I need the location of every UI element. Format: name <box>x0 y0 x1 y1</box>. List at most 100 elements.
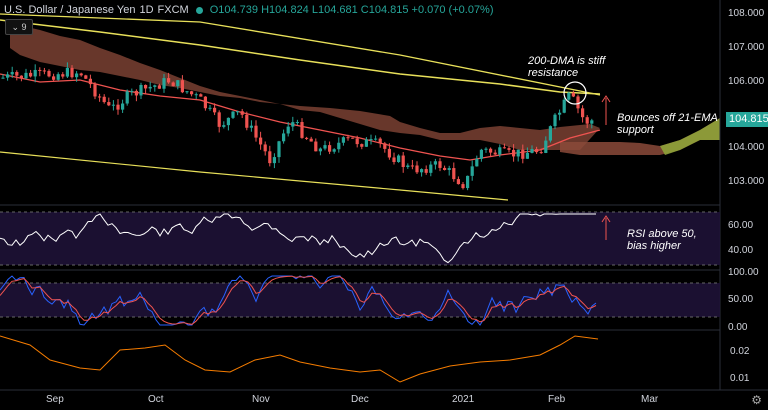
price-pane <box>0 13 720 201</box>
candle-body <box>309 138 313 142</box>
price-axis-label: 103.000 <box>728 176 765 187</box>
stoch-axis-label: 0.00 <box>728 322 748 333</box>
candle-body <box>512 149 516 157</box>
candle-body <box>282 133 286 142</box>
candle-body <box>19 75 23 79</box>
candle-body <box>240 111 244 115</box>
price-axis-label: 107.000 <box>728 42 765 53</box>
candle-body <box>199 94 203 97</box>
candle-body <box>33 69 37 77</box>
candle-body <box>502 147 506 149</box>
annotation-rsi: RSI above 50, bias higher <box>627 228 697 252</box>
candle-body <box>562 99 566 113</box>
price-axis-label: 108.000 <box>728 8 765 19</box>
candle-body <box>470 166 474 176</box>
price-axis-label: 104.000 <box>728 142 765 153</box>
stoch-d-line <box>0 275 597 325</box>
channel-upper-line <box>0 13 601 96</box>
gear-icon[interactable]: ⚙ <box>751 393 762 407</box>
candle-body <box>498 147 502 155</box>
candle-body <box>406 165 410 168</box>
candle-body <box>493 152 497 155</box>
candle-body <box>433 161 437 165</box>
candle-body <box>535 149 539 153</box>
candle-body <box>415 165 419 173</box>
candle-body <box>461 184 465 189</box>
candle-body <box>360 144 364 147</box>
time-axis-label: Oct <box>148 394 164 405</box>
indicators-toggle-button[interactable]: ⌄ 9 <box>5 19 33 35</box>
ichimoku-cloud-bull <box>660 118 720 155</box>
symbol-name[interactable]: U.S. Dollar / Japanese Yen <box>4 4 136 16</box>
candle-body <box>217 112 221 127</box>
candle-body <box>323 145 327 149</box>
candle-body <box>475 158 479 167</box>
candle-body <box>277 141 281 158</box>
channel-lower-line <box>0 151 509 201</box>
candle-body <box>272 157 276 164</box>
candle-body <box>93 84 97 97</box>
candle-body <box>581 108 585 118</box>
candle-body <box>300 122 304 138</box>
arrow-up-price-head <box>601 95 611 103</box>
candle-body <box>374 138 378 140</box>
candle-body <box>383 143 387 149</box>
candle-body <box>10 72 14 75</box>
candle-body <box>98 96 102 98</box>
candle-body <box>314 141 318 152</box>
candle-body <box>452 168 456 180</box>
candle-body <box>42 70 46 72</box>
interval-label[interactable]: 1D <box>139 4 154 16</box>
candle-body <box>429 164 433 173</box>
candle-body <box>341 137 345 143</box>
candle-body <box>203 96 207 109</box>
candle-body <box>180 80 184 93</box>
rsi-axis-label: 40.00 <box>728 245 754 256</box>
candle-body <box>318 148 322 152</box>
annotation-ema: Bounces off 21-EMA support <box>617 112 718 136</box>
candle-body <box>438 161 442 168</box>
candle-body <box>328 145 332 152</box>
candle-body <box>567 92 571 100</box>
candle-body <box>259 137 263 145</box>
candle-body <box>544 140 548 153</box>
annotation-dma: 200-DMA is stiff resistance <box>528 55 606 79</box>
time-axis-label: Feb <box>548 394 566 405</box>
candle-body <box>84 75 88 79</box>
candle-body <box>369 139 373 141</box>
candle-body <box>56 74 60 80</box>
rsi-pane <box>0 211 720 266</box>
resistance-circle <box>563 81 587 105</box>
candle-body <box>153 85 157 87</box>
candle-body <box>355 138 359 145</box>
candle-body <box>171 82 175 87</box>
market-status-icon <box>195 6 203 14</box>
rsi-axis-label: 60.00 <box>728 220 754 231</box>
candle-body <box>443 167 447 171</box>
candle-body <box>194 94 198 96</box>
candle-body <box>558 112 562 115</box>
candle-body <box>185 91 189 93</box>
candle-body <box>245 114 249 128</box>
candle-body <box>507 148 511 150</box>
candle-body <box>291 122 295 127</box>
candle-body <box>176 80 180 87</box>
time-axis-label: 2021 <box>452 394 475 405</box>
candle-body <box>88 78 92 85</box>
candle-body <box>585 117 589 124</box>
osc-axis-label: 0.01 <box>730 373 750 384</box>
candle-body <box>530 149 534 153</box>
candle-body <box>479 149 483 159</box>
candle-body <box>590 120 594 124</box>
candle-body <box>466 175 470 189</box>
candle-body <box>148 86 152 89</box>
candle-body <box>139 84 143 96</box>
candle-body <box>539 152 543 154</box>
candle-body <box>268 151 272 164</box>
candle-body <box>190 91 194 95</box>
candlesticks <box>1 62 594 191</box>
candle-body <box>420 169 424 173</box>
candle-body <box>548 126 552 141</box>
osc-axis-label: 0.02 <box>730 346 750 357</box>
